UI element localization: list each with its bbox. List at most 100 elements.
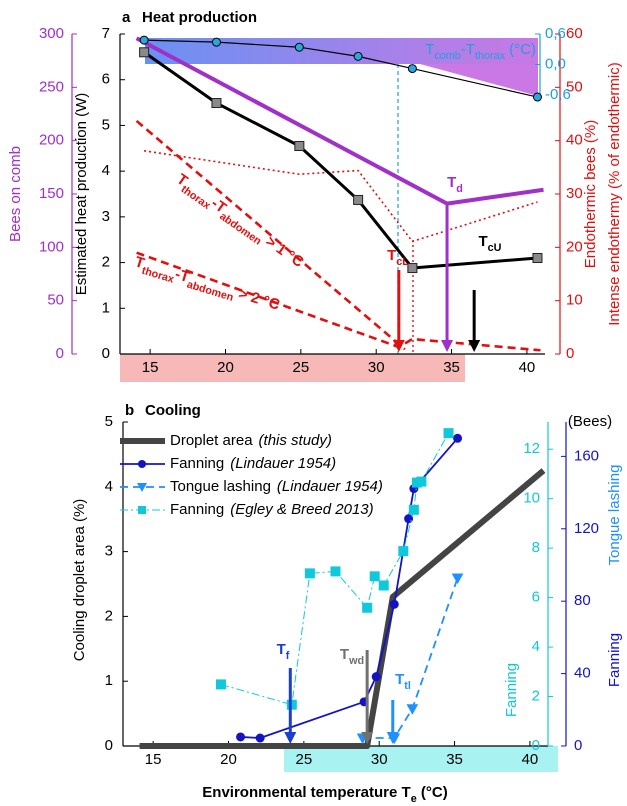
arrow-head [468,340,481,352]
axis-title: Estimated heat production (W) [73,93,90,296]
panel-letter: b [125,402,134,419]
series-line [135,119,406,351]
y2-tick-label: 300 [39,25,64,42]
y2-tick-label: 120 [574,520,599,537]
axis-unit: (Bees) [568,413,612,430]
legend-label: Fanning (Egley & Breed 2013) [170,501,374,518]
y2-tick-label: 50 [47,292,64,309]
y-tick-label: 0 [102,345,110,362]
y-tick-label: 6 [102,71,110,88]
marker [362,602,373,613]
marker [453,433,463,443]
annotation: Twd [340,646,364,667]
y-tick-label: 1 [105,672,113,689]
annotation: TcU [479,233,502,254]
x-axis-title: Environmental temperature Te (°C) [202,784,447,805]
marker [407,263,418,274]
axis-title-part: (°C) [505,41,536,58]
y3-tick-label: 0 [566,345,574,362]
y2-tick-label: 40 [574,665,591,682]
rotated-note-part: -T [173,266,192,286]
marker [304,568,315,579]
legend-name: Tongue lashing [170,478,271,495]
x-tick-label: 40 [522,751,539,768]
series-line [139,468,546,749]
axis-title: Intense endothermy (% of endothermic) [606,62,623,325]
legend-marker [137,483,147,492]
y4-tick-label: 0,0 [545,55,566,72]
series-line [135,36,544,206]
marker [353,51,363,61]
difference-fill [420,64,538,96]
y3-tick-label: 60 [566,25,583,42]
annotation-part: tl [404,680,411,692]
legend-marker [138,506,146,514]
y3-tick-label: 10 [523,490,540,507]
annotation-part: T [447,174,456,191]
marker [416,476,427,487]
y2-tick-label: 150 [39,185,64,202]
y-tick-label: 3 [105,543,113,560]
legend-source: (Egley & Breed 2013) [230,501,373,518]
annotation-part: cU [488,242,502,254]
x-tick-label: 35 [446,751,463,768]
arrow-head [386,732,399,744]
y2-tick-label: 0 [56,345,64,362]
y-tick-label: 5 [102,116,110,133]
y3-tick-label: 10 [566,292,583,309]
y3-tick-label: 12 [523,440,540,457]
annotation-part: d [456,183,463,195]
annotation-part: wd [348,655,364,667]
range-band [120,354,465,382]
y3-tick-label: 20 [566,238,583,255]
y-tick-label: 4 [105,478,113,495]
y2-tick-label: 80 [574,592,591,609]
y4-tick-label: 0,6 [545,25,566,42]
marker [211,37,221,47]
legend-name: Fanning [170,455,224,472]
panel-title: Cooling [145,402,201,419]
y-tick-label: 0 [105,737,113,754]
y2-tick-label: 100 [39,238,64,255]
marker [389,599,399,609]
y3-tick-label: 50 [566,78,583,95]
marker [369,571,380,582]
annotation: Td [447,174,463,195]
axis-title-part: comb [434,50,460,62]
y-tick-label: 1 [102,299,110,316]
annotation: Ttl [395,671,411,692]
y2-tick-label: 200 [39,132,64,149]
marker [398,546,409,557]
marker [353,194,364,205]
arrow-head [284,732,297,744]
annotation-part: T [479,233,488,250]
annotation-part: T [387,247,396,264]
marker [215,679,226,690]
x-axis-title-part: Environmental temperature T [202,784,410,801]
y-tick-label: 5 [105,413,113,430]
legend-source: (Lindauer 1954) [230,455,336,472]
y-tick-label: 2 [102,254,110,271]
annotation-part: T [395,671,404,688]
y4-tick-label: -0,6 [545,86,571,103]
y3-tick-label: 0 [532,737,540,754]
axis-title: Bees on comb [7,146,24,242]
axis-title: Tcomb-Tthorax (°C) [425,41,536,62]
series-line [143,51,538,270]
annotation-part: f [286,650,290,662]
annotation-part: T [340,646,349,663]
y3-tick-label: 2 [532,688,540,705]
legend-label: Tongue lashing (Lindauer 1954) [170,478,383,495]
axis-title: Fanning [503,663,520,717]
axis-title: Fanning [606,633,623,687]
annotation-part: cL [396,256,409,268]
y-tick-label: 7 [102,25,110,42]
range-band [284,746,558,772]
legend-marker [138,460,146,468]
annotation: Tf [277,641,290,662]
axis-title: Cooling droplet area (%) [71,499,88,662]
y2-tick-label: 250 [39,78,64,95]
y3-tick-label: 8 [532,539,540,556]
